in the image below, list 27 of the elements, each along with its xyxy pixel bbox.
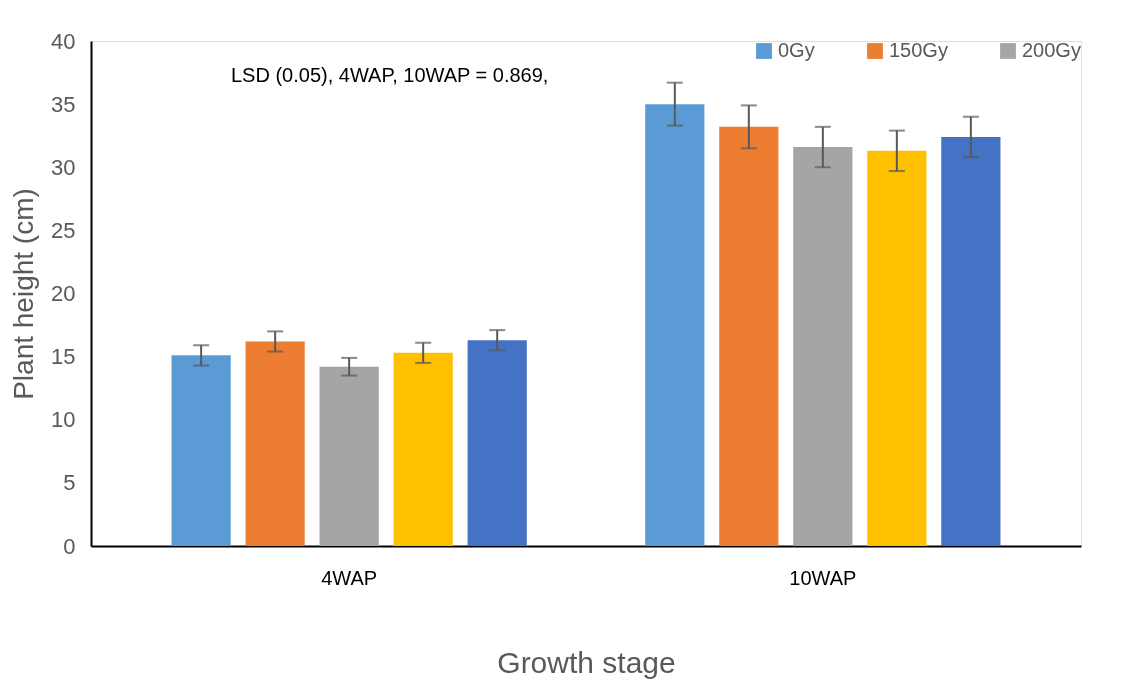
y-tick-label: 25: [51, 217, 76, 243]
bar: [645, 104, 705, 546]
legend-label: 0Gy: [778, 39, 815, 61]
y-tick-label: 10: [51, 407, 76, 433]
bar: [867, 150, 927, 546]
bar: [719, 126, 779, 546]
bar: [245, 341, 305, 546]
annotation: LSD (0.05), 4WAP, 10WAP = 0.869,: [231, 64, 549, 86]
legend-label: 150Gy: [889, 39, 948, 61]
bar: [793, 147, 853, 546]
y-tick-label: 15: [51, 344, 76, 370]
x-tick-label: 10WAP: [789, 566, 857, 589]
x-tick-label: 4WAP: [321, 566, 378, 589]
x-axis-title: Growth stage: [497, 645, 676, 679]
bar: [393, 352, 453, 546]
y-tick-label: 5: [63, 470, 76, 496]
bar: [941, 136, 1001, 546]
legend-label: 200Gy: [1022, 39, 1081, 61]
bar: [319, 366, 379, 546]
bar: [467, 340, 527, 546]
y-tick-label: 30: [51, 154, 76, 180]
y-axis-title: Plant height (cm): [8, 188, 40, 400]
y-tick-label: 40: [51, 28, 76, 54]
bar: [171, 355, 231, 546]
y-tick-label: 0: [63, 533, 76, 559]
y-tick-label: 35: [51, 91, 76, 117]
y-tick-label: 20: [51, 281, 76, 306]
